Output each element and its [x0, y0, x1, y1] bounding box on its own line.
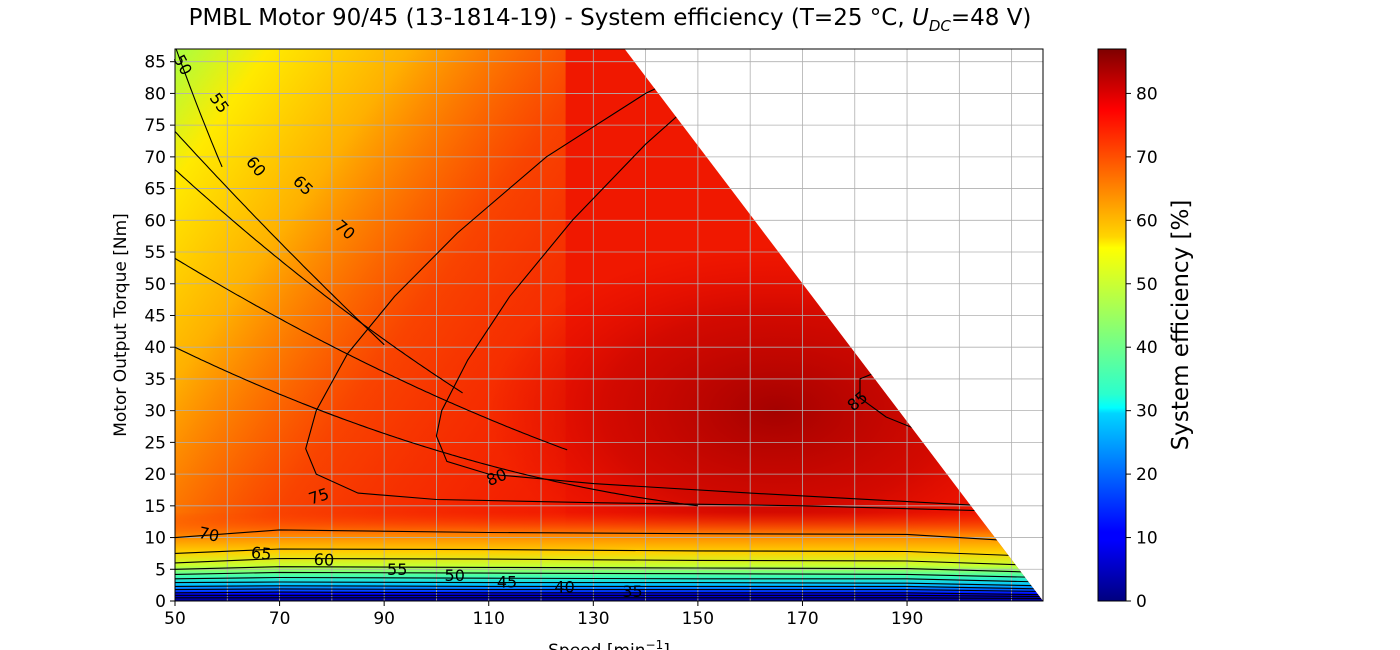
- contour-line-50: [175, 49, 223, 168]
- contour-line-75: [305, 49, 1038, 513]
- colorbar-tick-label: 20: [1136, 465, 1158, 485]
- x-tick-label: 70: [269, 609, 291, 629]
- y-tick-label: 5: [155, 560, 166, 580]
- colorbar-ticks: 0 10 20 30 40 50 60 70 80: [1126, 84, 1158, 612]
- contour-label-70: 70: [197, 523, 221, 546]
- y-tick-label: 20: [144, 465, 166, 485]
- x-tick-label: 110: [473, 609, 505, 629]
- colorbar-tick-label: 0: [1136, 592, 1147, 612]
- y-tick-label: 70: [144, 148, 166, 168]
- y-tick-label: 45: [144, 306, 166, 326]
- y-tick-label: 75: [144, 116, 166, 136]
- contour-line-65-low: [175, 548, 1043, 558]
- y-tick-label: 25: [144, 433, 166, 453]
- x-axis-label: Speed [min−1]: [548, 638, 670, 650]
- contour-label-text: 60: [313, 550, 334, 570]
- colorbar-gradient: [1097, 48, 1127, 602]
- y-tick-label: 60: [144, 211, 166, 231]
- contour-label-text: 55: [387, 560, 407, 579]
- contour-line-30-low: [175, 588, 1043, 593]
- x-tick-label: 50: [164, 609, 186, 629]
- y-tick-label: 35: [144, 370, 166, 390]
- contour-line-55: [175, 131, 385, 346]
- colorbar-tick-label: 60: [1136, 211, 1158, 231]
- x-tick-label: 170: [786, 609, 818, 629]
- colorbar-tick-label: 10: [1136, 529, 1158, 549]
- y-tick-label: 10: [144, 529, 166, 549]
- y-tick-label: 85: [144, 53, 166, 73]
- y-tick-label: 0: [155, 592, 166, 612]
- heat-low-torque-band: [175, 512, 1043, 601]
- contour-line-25-low: [175, 591, 1043, 596]
- y-tick-label: 15: [144, 497, 166, 517]
- contour-line-40-low: [175, 581, 1043, 587]
- contour-line-50-low: [175, 571, 1043, 579]
- colorbar: 0 10 20 30 40 50 60 70 80 System efficiency [%]: [1097, 48, 1194, 612]
- x-tick-label: 190: [891, 609, 923, 629]
- contour-label-35: 35: [622, 582, 642, 601]
- colorbar-tick-label: 30: [1136, 402, 1158, 422]
- contour-label-text: 65: [250, 543, 272, 564]
- heat-low-speed-region: [175, 49, 566, 601]
- colorbar-label: System efficiency [%]: [1168, 200, 1194, 451]
- contour-label-text: 70: [197, 523, 221, 546]
- contour-line-65: [175, 257, 568, 451]
- contour-lines: [175, 49, 1043, 600]
- colorbar-tick-label: 40: [1136, 338, 1158, 358]
- y-tick-label: 50: [144, 275, 166, 295]
- y-tick-label: 80: [144, 84, 166, 104]
- y-axis-label: Motor Output Torque [Nm]: [111, 213, 131, 437]
- contour-label-65: 65: [250, 543, 272, 564]
- contour-line-70-low: [175, 529, 1043, 544]
- contour-line-45-low: [175, 576, 1043, 583]
- y-tick-label: 30: [144, 402, 166, 422]
- y-axis-ticks: 0 5 10 15 20 25 30 35 40 45 50 55 60 65 70 75 80 85: [144, 53, 175, 612]
- plot-frame: [174, 48, 1044, 602]
- colorbar-tick-label: 80: [1136, 84, 1158, 104]
- x-tick-label: 90: [373, 609, 395, 629]
- contour-label-50: 50: [445, 566, 465, 585]
- colorbar-tick-label: 50: [1136, 275, 1158, 295]
- contour-line-20-low: [175, 594, 1043, 598]
- contour-line-70: [175, 346, 698, 507]
- x-tick-label: 130: [577, 609, 609, 629]
- contour-line-80: [435, 73, 986, 507]
- contour-label-text: 50: [445, 566, 465, 585]
- x-axis-ticks: 50 70 90 110 130 150 170 190: [164, 601, 923, 629]
- contour-label-text: 35: [622, 582, 642, 601]
- x-tick-label: 150: [682, 609, 714, 629]
- contour-label-text: 45: [497, 573, 517, 592]
- contour-label-40: 40: [554, 578, 574, 597]
- chart-title: PMBL Motor 90/45 (13-1814-19) - System e…: [189, 5, 1032, 35]
- contour-label-55: 55: [387, 560, 407, 579]
- contour-line-35-low: [175, 585, 1043, 590]
- colorbar-tick-label: 70: [1136, 148, 1158, 168]
- contour-line-60: [175, 169, 463, 394]
- contour-line-60-low: [175, 557, 1043, 567]
- contour-label-text: 40: [554, 578, 574, 597]
- contour-label-45: 45: [497, 573, 517, 592]
- contour-label-60: 60: [313, 550, 334, 570]
- y-tick-label: 65: [144, 180, 166, 200]
- contour-line-55-low: [175, 566, 1043, 573]
- y-tick-label: 55: [144, 243, 166, 263]
- y-tick-label: 40: [144, 338, 166, 358]
- contour-line-15-low: [175, 597, 1043, 600]
